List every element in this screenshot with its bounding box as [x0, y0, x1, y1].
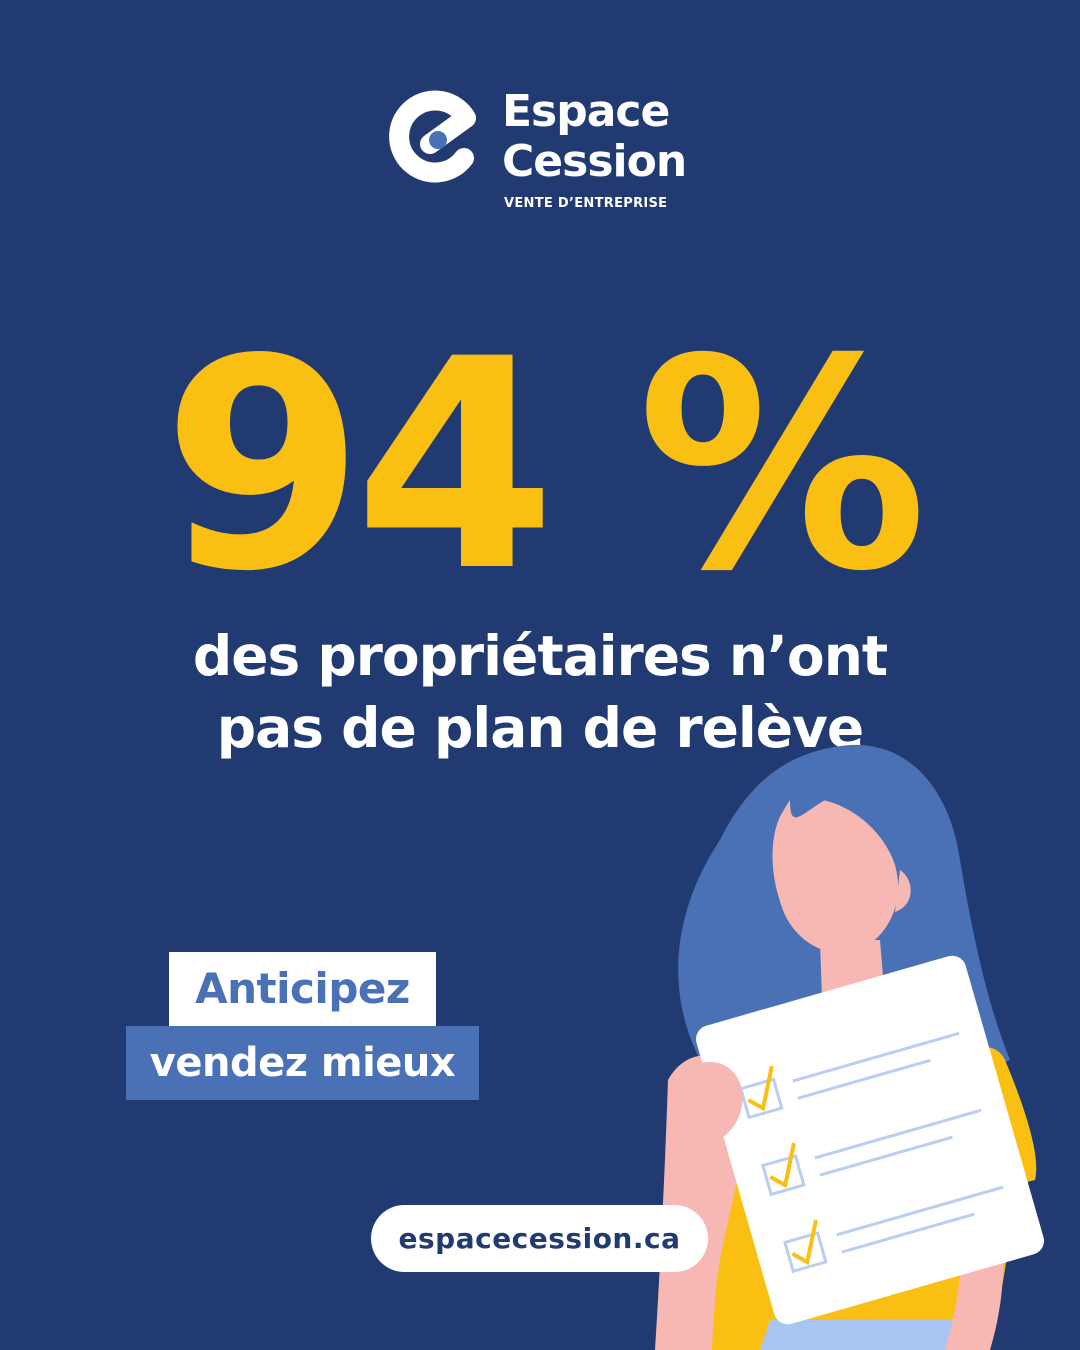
- woman-holding-checklist-illustration: [655, 744, 1044, 1350]
- tag-sell-better: vendez mieux: [126, 1026, 479, 1100]
- e-logo-icon: [389, 90, 476, 183]
- subtitle-line2: pas de plan de relève: [216, 696, 864, 760]
- website-link[interactable]: espacecession.ca: [371, 1205, 708, 1272]
- tag-anticipate: Anticipez: [169, 952, 436, 1026]
- headline-subtitle: des propriétaires n’ont pas de plan de r…: [0, 620, 1080, 764]
- brand-logo: Espace Cession VENTE D’ENTREPRISE: [386, 84, 706, 214]
- headline-stat: 94 %: [162, 298, 927, 635]
- brand-tagline: VENTE D’ENTREPRISE: [504, 196, 668, 211]
- brand-name-line1: Espace: [502, 86, 670, 137]
- subtitle-line1: des propriétaires n’ont: [192, 624, 888, 688]
- brand-name-line2: Cession: [502, 136, 687, 187]
